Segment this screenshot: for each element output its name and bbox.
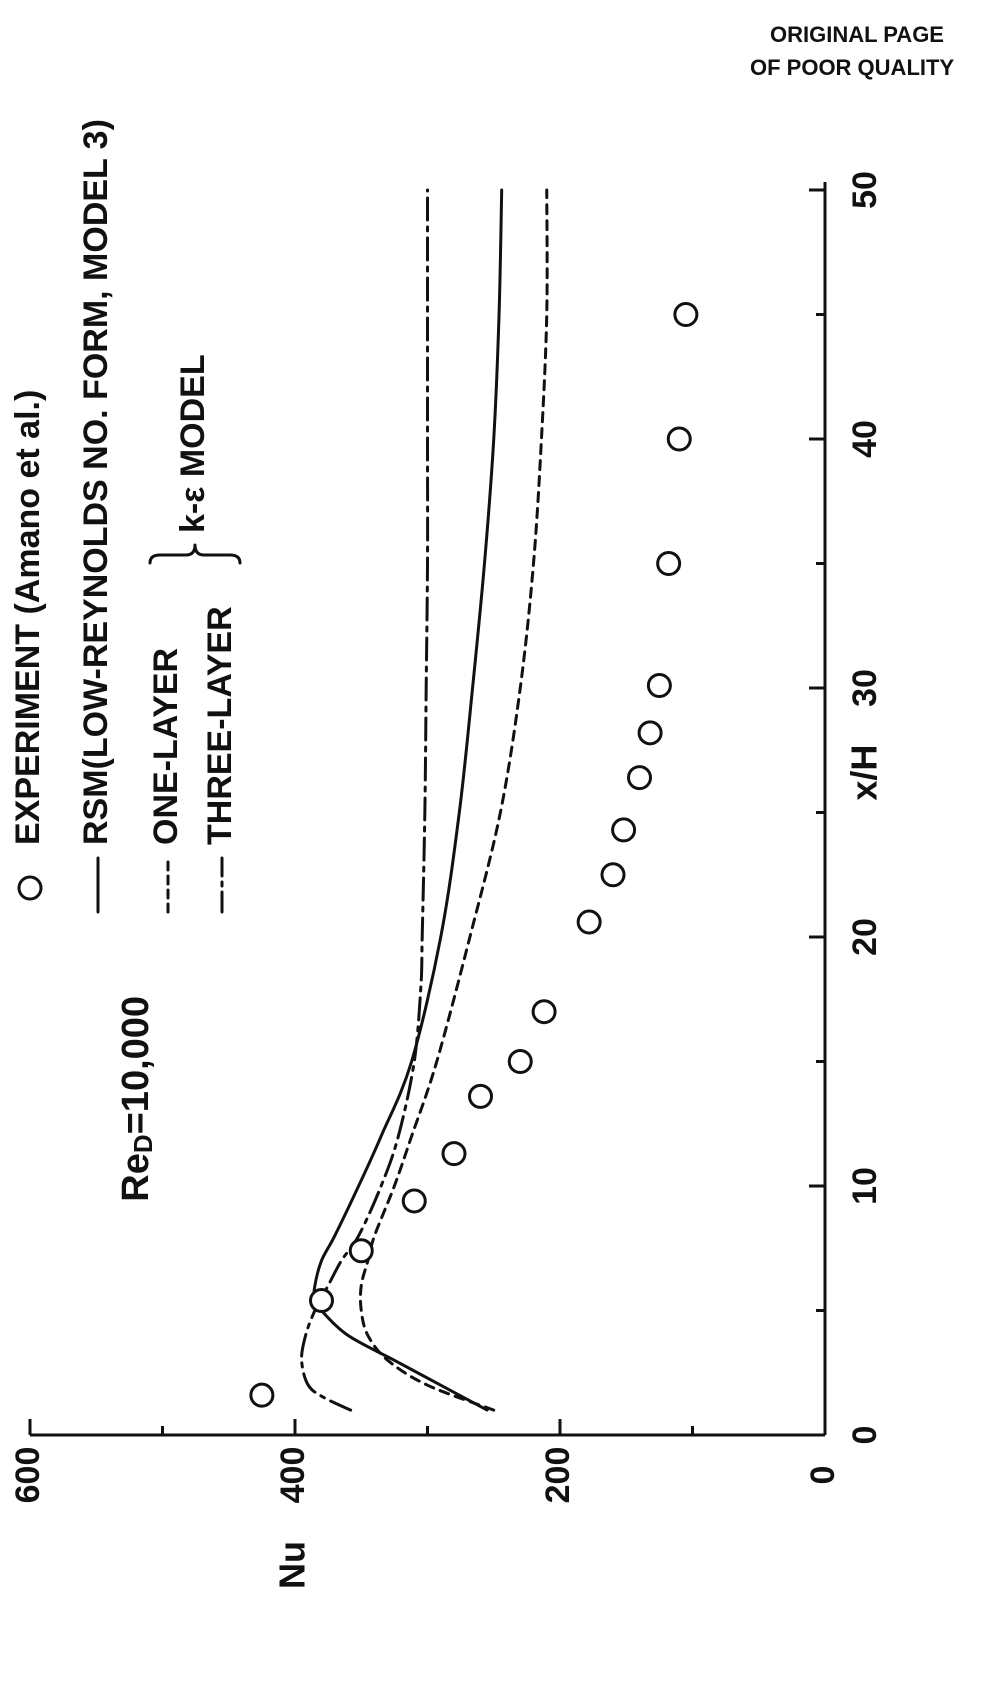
y-tick-label: 600 <box>9 1447 47 1504</box>
legend-rsm-label: RSM(LOW-REYNOLDS NO. FORM, MODEL 3) <box>77 119 115 845</box>
x-ticks: 0 10 20 30 40 50 <box>809 171 884 1444</box>
experiment-point <box>637 720 663 746</box>
y-tick-label: 400 <box>274 1447 312 1504</box>
y-axis-label: Nu <box>272 1541 313 1589</box>
stamp: ORIGINAL PAGE OF POOR QUALITY <box>750 22 954 80</box>
re-subscript: D <box>128 1134 158 1153</box>
experiment-point <box>576 909 602 935</box>
experiment-point <box>531 999 557 1025</box>
legend-brace <box>148 543 242 565</box>
re-rest: =10,000 <box>115 996 157 1134</box>
experiment-point <box>673 302 699 327</box>
y-tick-label: 0 <box>804 1466 842 1485</box>
x-tick-label: 40 <box>846 420 884 458</box>
experiment-point <box>348 1238 374 1264</box>
experiment-point <box>600 862 626 888</box>
y-ticks: 0 200 400 600 <box>9 1419 842 1503</box>
experiment-point <box>656 551 682 576</box>
experiment-point <box>468 1083 493 1109</box>
stamp-line-2: OF POOR QUALITY <box>750 55 954 80</box>
x-tick-label: 10 <box>846 1167 884 1205</box>
legend-experiment-label: EXPERIMENT (Amano et al.) <box>9 390 47 845</box>
re-main: Re <box>115 1153 157 1202</box>
legend-experiment-marker <box>17 875 43 901</box>
experiment-point <box>507 1049 533 1074</box>
rsm-curve <box>312 188 504 1412</box>
stamp-line-1: ORIGINAL PAGE <box>770 22 944 47</box>
experiment-point <box>666 426 692 452</box>
series-layer <box>300 188 549 1412</box>
experiment-markers <box>249 302 699 1408</box>
x-tick-label: 20 <box>846 918 884 956</box>
experiment-point <box>441 1141 467 1167</box>
legend-three-layer-label: THREE-LAYER <box>201 606 239 845</box>
legend: EXPERIMENT (Amano et al.) RSM(LOW-REYNOL… <box>9 119 242 914</box>
experiment-point <box>627 765 652 791</box>
y-tick-label: 200 <box>539 1447 577 1504</box>
three_layer-curve <box>300 188 430 1412</box>
experiment-point <box>646 673 672 699</box>
reynolds-annotation: ReD=10,000 <box>115 996 158 1202</box>
experiment-point <box>309 1288 334 1314</box>
plot-area: 0 10 20 30 40 50 0 200 400 600 x/H Nu ReD=10,000… <box>9 119 885 1589</box>
x-tick-label: 50 <box>846 171 884 209</box>
experiment-point <box>611 817 637 843</box>
x-tick-label: 30 <box>846 669 884 707</box>
legend-ke-model-label: k-ε MODEL <box>174 354 212 533</box>
one_layer-curve <box>358 188 549 1412</box>
x-axis-label: x/H <box>844 745 885 801</box>
experiment-point <box>249 1382 275 1408</box>
x-tick-label: 0 <box>846 1426 884 1445</box>
legend-one-layer-label: ONE-LAYER <box>147 648 185 845</box>
experiment-point <box>401 1188 427 1214</box>
